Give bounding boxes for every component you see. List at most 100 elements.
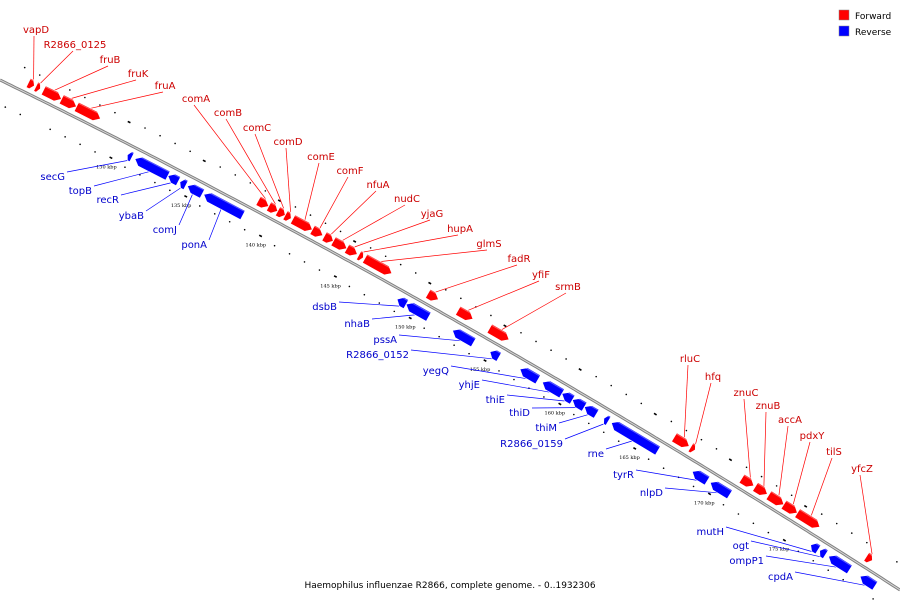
gene-arrow[interactable]: [73, 101, 101, 121]
gene-fruK[interactable]: [58, 94, 79, 109]
gene-arrow[interactable]: [58, 94, 77, 109]
gene-label-R2866_0125[interactable]: R2866_0125: [44, 40, 107, 51]
gene-label-fruK[interactable]: fruK: [128, 69, 149, 80]
gene-label-nlpD[interactable]: nlpD: [640, 488, 663, 499]
gene-arrow[interactable]: [691, 470, 711, 486]
gene-nlpD[interactable]: [709, 478, 733, 500]
gene-arrow[interactable]: [203, 192, 246, 221]
gene-arrow[interactable]: [355, 250, 364, 262]
gene-label-tyrR[interactable]: tyrR: [613, 470, 634, 481]
gene-label-hupA[interactable]: hupA: [447, 224, 473, 235]
gene-arrow[interactable]: [330, 236, 348, 251]
gene-label-thiM[interactable]: thiM: [535, 423, 557, 434]
gene-arrow[interactable]: [611, 421, 661, 456]
gene-label-pssA[interactable]: pssA: [373, 335, 397, 346]
gene-ponA[interactable]: [203, 190, 246, 221]
gene-arrow[interactable]: [33, 81, 41, 93]
gene-arrow[interactable]: [425, 288, 439, 302]
gene-arrow[interactable]: [452, 328, 477, 348]
gene-arrow[interactable]: [765, 490, 785, 506]
gene-accA[interactable]: [765, 490, 787, 506]
gene-R2866_0125[interactable]: [33, 81, 43, 93]
gene-pdxY[interactable]: [780, 499, 800, 515]
gene-arrow[interactable]: [309, 224, 324, 238]
gene-nhaB[interactable]: [405, 300, 432, 322]
gene-arrow[interactable]: [255, 195, 270, 209]
gene-label-comE[interactable]: comE: [307, 152, 335, 163]
gene-arrow[interactable]: [571, 398, 588, 412]
gene-label-glmS[interactable]: glmS: [476, 239, 501, 250]
gene-arrow[interactable]: [687, 442, 696, 454]
gene-arrow[interactable]: [455, 305, 474, 321]
gene-label-cpdA[interactable]: cpdA: [768, 572, 793, 583]
gene-arrow[interactable]: [603, 415, 612, 426]
gene-ybaB[interactable]: [179, 178, 189, 191]
gene-label-ponA[interactable]: ponA: [181, 240, 207, 251]
gene-label-rluC[interactable]: rluC: [680, 354, 700, 365]
gene-comA[interactable]: [255, 195, 271, 209]
gene-secG[interactable]: [127, 150, 135, 163]
gene-arrow[interactable]: [127, 151, 135, 163]
gene-arrow[interactable]: [519, 367, 541, 385]
gene-label-fruB[interactable]: fruB: [100, 55, 121, 66]
gene-arrow[interactable]: [810, 542, 822, 555]
gene-label-znuC[interactable]: znuC: [734, 388, 759, 399]
gene-label-comA[interactable]: comA: [182, 94, 210, 105]
gene-label-vapD[interactable]: vapD: [23, 25, 49, 36]
gene-label-recR[interactable]: recR: [97, 195, 120, 206]
gene-yfiF[interactable]: [455, 305, 476, 321]
gene-arrow[interactable]: [40, 85, 62, 102]
gene-label-hfq[interactable]: hfq: [705, 372, 721, 383]
gene-arrow[interactable]: [405, 302, 432, 322]
gene-label-R2866_0152[interactable]: R2866_0152: [346, 350, 409, 361]
gene-label-dsbB[interactable]: dsbB: [312, 302, 337, 313]
gene-rluC[interactable]: [671, 432, 692, 448]
gene-arrow[interactable]: [489, 349, 502, 362]
gene-yjaG[interactable]: [343, 243, 360, 257]
gene-arrow[interactable]: [859, 574, 879, 591]
gene-label-srmB[interactable]: srmB: [555, 282, 581, 293]
gene-R2866_0159[interactable]: [603, 414, 612, 426]
gene-arrow[interactable]: [863, 551, 873, 564]
gene-label-mutH[interactable]: mutH: [696, 527, 724, 538]
gene-comJ[interactable]: [186, 181, 206, 199]
gene-arrow[interactable]: [486, 323, 510, 342]
gene-srmB[interactable]: [486, 323, 512, 342]
gene-fruA[interactable]: [73, 101, 103, 121]
gene-arrow[interactable]: [282, 210, 292, 222]
gene-label-nudC[interactable]: nudC: [394, 194, 420, 205]
gene-arrow[interactable]: [780, 499, 798, 515]
gene-arrow[interactable]: [671, 432, 690, 448]
gene-yegQ[interactable]: [519, 365, 541, 385]
gene-thiD[interactable]: [571, 395, 588, 412]
gene-label-comB[interactable]: comB: [214, 108, 242, 119]
gene-nfuA[interactable]: [321, 231, 336, 244]
gene-label-znuB[interactable]: znuB: [756, 401, 781, 412]
gene-hfq[interactable]: [687, 442, 698, 454]
gene-arrow[interactable]: [709, 481, 733, 500]
gene-label-secG[interactable]: secG: [40, 172, 65, 183]
gene-arrow[interactable]: [752, 482, 768, 496]
gene-comD[interactable]: [282, 210, 294, 222]
gene-thiM[interactable]: [583, 402, 600, 419]
gene-label-R2866_0159[interactable]: R2866_0159: [500, 439, 563, 450]
gene-arrow[interactable]: [583, 405, 600, 419]
gene-arrow[interactable]: [828, 554, 853, 575]
gene-label-ompP1[interactable]: ompP1: [729, 556, 764, 567]
gene-label-ogt[interactable]: ogt: [733, 541, 749, 552]
gene-label-comJ[interactable]: comJ: [153, 225, 177, 236]
gene-label-pdxY[interactable]: pdxY: [800, 431, 826, 442]
gene-label-rne[interactable]: rne: [588, 449, 604, 460]
gene-label-yfiF[interactable]: yfiF: [532, 270, 550, 281]
gene-R2866_0152[interactable]: [489, 347, 502, 362]
gene-pssA[interactable]: [452, 326, 477, 348]
gene-arrow[interactable]: [819, 547, 829, 560]
gene-label-thiD[interactable]: thiD: [509, 408, 530, 419]
gene-label-nhaB[interactable]: nhaB: [344, 319, 370, 330]
gene-yfcZ[interactable]: [863, 551, 875, 564]
gene-label-ybaB[interactable]: ybaB: [119, 211, 144, 222]
gene-arrow[interactable]: [738, 473, 755, 488]
gene-arrow[interactable]: [274, 206, 286, 218]
gene-label-fruA[interactable]: fruA: [155, 81, 176, 92]
gene-arrow[interactable]: [321, 231, 334, 244]
